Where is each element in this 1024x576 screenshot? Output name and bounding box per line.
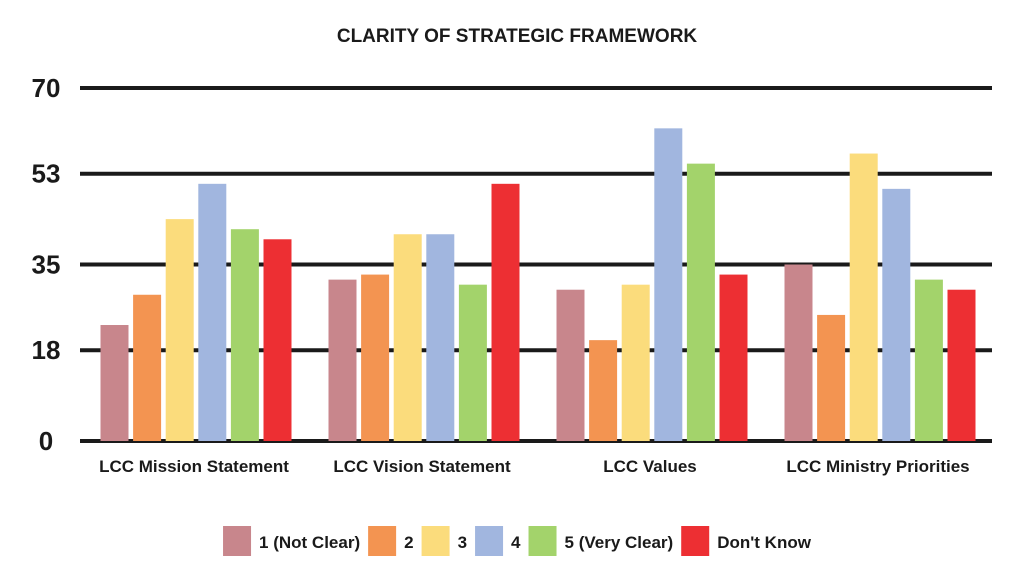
bar-2-4 xyxy=(426,234,455,441)
bar-3-2 xyxy=(589,340,618,441)
bar-2-3 xyxy=(393,234,422,441)
bar-4-5 xyxy=(914,279,943,441)
bar-3-4 xyxy=(654,128,683,442)
x-tick-label: LCC Ministry Priorities xyxy=(786,457,969,476)
bar-3-5 xyxy=(686,163,715,441)
legend-item-5: 5 (Very Clear) xyxy=(528,526,674,556)
y-tick-label: 35 xyxy=(32,250,61,280)
x-axis-ticks: LCC Mission Statement LCC Vision Statemen… xyxy=(99,457,970,476)
legend-label: 1 (Not Clear) xyxy=(259,533,360,552)
bar-2-5 xyxy=(458,284,487,441)
x-tick-label: LCC Vision Statement xyxy=(333,457,511,476)
bar-3-1 xyxy=(556,289,585,441)
y-tick-label: 70 xyxy=(32,73,61,103)
bar-4-3 xyxy=(849,153,878,442)
bar-1-2 xyxy=(133,294,162,441)
legend-item-6: Don't Know xyxy=(681,526,812,556)
legend: 1 (Not Clear) 2 3 4 5 (Very Clear) Don't Know xyxy=(223,526,812,556)
bar-4-2 xyxy=(817,314,846,441)
y-tick-label: 0 xyxy=(39,426,53,456)
legend-item-2: 2 xyxy=(368,526,414,556)
legend-swatch xyxy=(421,526,450,556)
legend-item-4: 4 xyxy=(475,526,521,556)
bar-3-3 xyxy=(621,284,650,441)
bar-2-1 xyxy=(328,279,357,441)
bar-4-1 xyxy=(784,264,813,441)
y-axis-ticks: 0 18 35 53 70 xyxy=(32,73,61,456)
bar-4-6 xyxy=(947,289,976,441)
legend-label: 2 xyxy=(404,533,413,552)
legend-label: 4 xyxy=(511,533,521,552)
legend-swatch xyxy=(368,526,397,556)
bar-2-2 xyxy=(361,274,390,441)
y-tick-label: 53 xyxy=(32,159,61,189)
bar-1-3 xyxy=(165,219,194,441)
bar-3-6 xyxy=(719,274,748,441)
x-tick-label: LCC Values xyxy=(603,457,697,476)
legend-label: 3 xyxy=(458,533,467,552)
bar-1-6 xyxy=(263,239,292,441)
y-tick-label: 18 xyxy=(32,335,61,365)
legend-item-1: 1 (Not Clear) xyxy=(223,526,360,556)
bar-1-4 xyxy=(198,183,227,442)
bar-4-4 xyxy=(882,188,911,441)
chart-title: CLARITY OF STRATEGIC FRAMEWORK xyxy=(337,26,698,47)
legend-swatch xyxy=(223,526,252,556)
legend-swatch xyxy=(475,526,504,556)
x-tick-label: LCC Mission Statement xyxy=(99,457,289,476)
legend-swatch xyxy=(681,526,710,556)
legend-swatch xyxy=(528,526,557,556)
bar-1-5 xyxy=(230,229,259,441)
bar-1-1 xyxy=(100,325,129,441)
bars xyxy=(100,128,976,442)
bar-2-6 xyxy=(491,183,520,442)
legend-item-3: 3 xyxy=(421,526,467,556)
legend-label: Don't Know xyxy=(717,533,812,552)
legend-label: 5 (Very Clear) xyxy=(565,533,674,552)
